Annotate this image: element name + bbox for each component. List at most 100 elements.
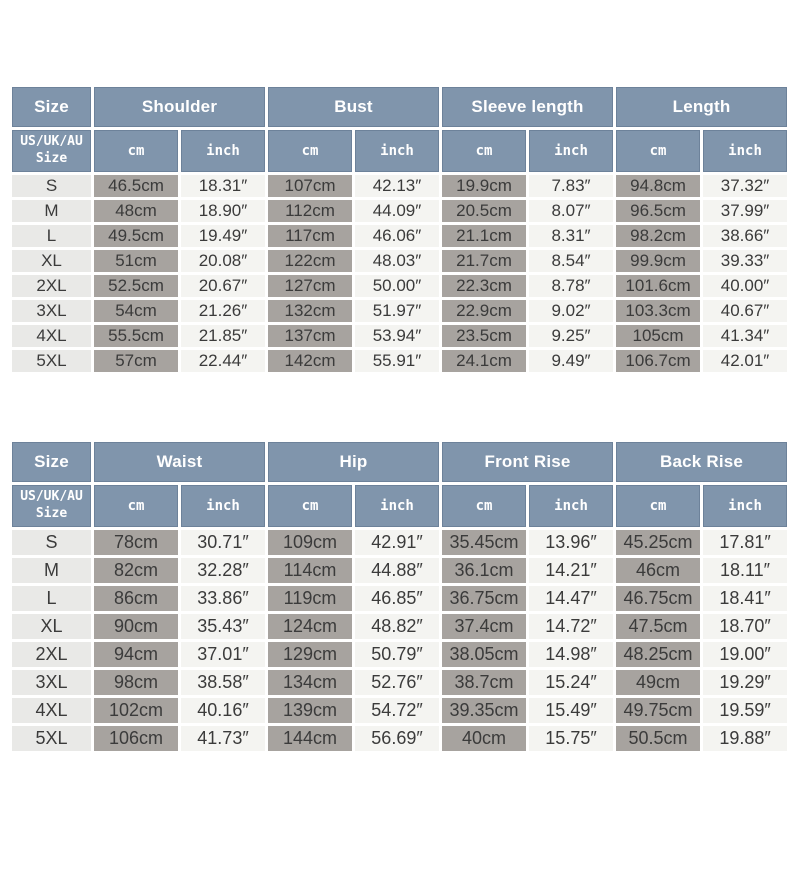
- value-cell-cm: 19.9cm: [442, 175, 527, 197]
- value-cell-inch: 46.06″: [355, 225, 440, 247]
- value-cell-cm: 45.25cm: [616, 530, 701, 555]
- table-row: 4XL 102cm 40.16″ 139cm 54.72″ 39.35cm 15…: [12, 698, 788, 723]
- value-cell-inch: 41.34″: [703, 325, 788, 347]
- value-cell-cm: 132cm: [268, 300, 352, 322]
- value-cell-cm: 40cm: [442, 726, 527, 751]
- table-row: 2XL 94cm 37.01″ 129cm 50.79″ 38.05cm 14.…: [12, 642, 788, 667]
- value-cell-inch: 50.00″: [355, 275, 440, 297]
- value-cell-cm: 39.35cm: [442, 698, 527, 723]
- value-cell-inch: 19.29″: [703, 670, 788, 695]
- value-cell-cm: 49cm: [616, 670, 701, 695]
- value-cell-cm: 106cm: [94, 726, 178, 751]
- value-cell-inch: 48.03″: [355, 250, 440, 272]
- group-header-row: Size Waist Hip Front Rise Back Rise: [12, 442, 788, 482]
- unit-header-cm: cm: [442, 485, 527, 527]
- col-header-us-uk-au-size: US/UK/AU Size: [12, 130, 91, 172]
- value-cell-cm: 54cm: [94, 300, 178, 322]
- value-cell-inch: 18.11″: [703, 558, 788, 583]
- value-cell-inch: 8.07″: [529, 200, 614, 222]
- value-cell-inch: 18.31″: [181, 175, 265, 197]
- table-row: XL 51cm 20.08″ 122cm 48.03″ 21.7cm 8.54″…: [12, 250, 788, 272]
- size-label-cell: 2XL: [12, 642, 91, 667]
- value-cell-inch: 39.33″: [703, 250, 788, 272]
- size-label-cell: L: [12, 586, 91, 611]
- value-cell-inch: 48.82″: [355, 614, 440, 639]
- value-cell-inch: 14.47″: [529, 586, 614, 611]
- value-cell-cm: 86cm: [94, 586, 178, 611]
- value-cell-cm: 38.05cm: [442, 642, 527, 667]
- value-cell-cm: 94cm: [94, 642, 178, 667]
- value-cell-cm: 134cm: [268, 670, 352, 695]
- value-cell-inch: 22.44″: [181, 350, 265, 372]
- value-cell-cm: 119cm: [268, 586, 352, 611]
- col-header-hip: Hip: [268, 442, 440, 482]
- value-cell-cm: 127cm: [268, 275, 352, 297]
- col-header-size: Size: [12, 87, 91, 127]
- value-cell-inch: 38.66″: [703, 225, 788, 247]
- unit-header-inch: inch: [355, 130, 440, 172]
- value-cell-cm: 52.5cm: [94, 275, 178, 297]
- value-cell-inch: 40.00″: [703, 275, 788, 297]
- value-cell-cm: 51cm: [94, 250, 178, 272]
- unit-header-inch: inch: [181, 485, 265, 527]
- value-cell-cm: 139cm: [268, 698, 352, 723]
- value-cell-cm: 21.1cm: [442, 225, 527, 247]
- table-row: M 48cm 18.90″ 112cm 44.09″ 20.5cm 8.07″ …: [12, 200, 788, 222]
- unit-header-row: US/UK/AU Size cm inch cm inch cm inch cm…: [12, 130, 788, 172]
- value-cell-inch: 7.83″: [529, 175, 614, 197]
- group-header-row: Size Shoulder Bust Sleeve length Length: [12, 87, 788, 127]
- value-cell-cm: 48cm: [94, 200, 178, 222]
- table-row: 5XL 57cm 22.44″ 142cm 55.91″ 24.1cm 9.49…: [12, 350, 788, 372]
- value-cell-inch: 44.09″: [355, 200, 440, 222]
- value-cell-cm: 46.75cm: [616, 586, 701, 611]
- table-row: 3XL 98cm 38.58″ 134cm 52.76″ 38.7cm 15.2…: [12, 670, 788, 695]
- value-cell-cm: 24.1cm: [442, 350, 527, 372]
- value-cell-inch: 18.90″: [181, 200, 265, 222]
- value-cell-cm: 98.2cm: [616, 225, 701, 247]
- value-cell-inch: 38.58″: [181, 670, 265, 695]
- col-header-us-uk-au-size: US/UK/AU Size: [12, 485, 91, 527]
- value-cell-inch: 8.78″: [529, 275, 614, 297]
- value-cell-inch: 19.49″: [181, 225, 265, 247]
- value-cell-inch: 9.02″: [529, 300, 614, 322]
- value-cell-inch: 40.16″: [181, 698, 265, 723]
- size-label-cell: 3XL: [12, 670, 91, 695]
- value-cell-inch: 21.85″: [181, 325, 265, 347]
- value-cell-inch: 51.97″: [355, 300, 440, 322]
- col-header-waist: Waist: [94, 442, 265, 482]
- value-cell-inch: 13.96″: [529, 530, 614, 555]
- col-header-back-rise: Back Rise: [616, 442, 788, 482]
- value-cell-inch: 18.70″: [703, 614, 788, 639]
- value-cell-inch: 14.21″: [529, 558, 614, 583]
- size-label-cell: S: [12, 175, 91, 197]
- value-cell-inch: 8.31″: [529, 225, 614, 247]
- unit-header-inch: inch: [529, 130, 614, 172]
- value-cell-inch: 21.26″: [181, 300, 265, 322]
- value-cell-inch: 37.99″: [703, 200, 788, 222]
- value-cell-cm: 49.5cm: [94, 225, 178, 247]
- value-cell-inch: 53.94″: [355, 325, 440, 347]
- value-cell-cm: 47.5cm: [616, 614, 701, 639]
- value-cell-cm: 103.3cm: [616, 300, 701, 322]
- unit-header-inch: inch: [181, 130, 265, 172]
- value-cell-cm: 142cm: [268, 350, 352, 372]
- table-row: M 82cm 32.28″ 114cm 44.88″ 36.1cm 14.21″…: [12, 558, 788, 583]
- size-chart-table-bottom: Size Waist Hip Front Rise Back Rise US/U…: [9, 439, 790, 754]
- value-cell-cm: 36.75cm: [442, 586, 527, 611]
- col-header-front-rise: Front Rise: [442, 442, 614, 482]
- unit-header-inch: inch: [703, 485, 788, 527]
- value-cell-inch: 20.67″: [181, 275, 265, 297]
- value-cell-cm: 36.1cm: [442, 558, 527, 583]
- value-cell-cm: 50.5cm: [616, 726, 701, 751]
- value-cell-inch: 14.98″: [529, 642, 614, 667]
- value-cell-inch: 15.24″: [529, 670, 614, 695]
- value-cell-inch: 54.72″: [355, 698, 440, 723]
- value-cell-cm: 57cm: [94, 350, 178, 372]
- value-cell-cm: 55.5cm: [94, 325, 178, 347]
- value-cell-cm: 101.6cm: [616, 275, 701, 297]
- size-label-cell: 5XL: [12, 350, 91, 372]
- unit-header-row: US/UK/AU Size cm inch cm inch cm inch cm…: [12, 485, 788, 527]
- unit-header-cm: cm: [616, 130, 701, 172]
- size-label-cell: 3XL: [12, 300, 91, 322]
- value-cell-cm: 117cm: [268, 225, 352, 247]
